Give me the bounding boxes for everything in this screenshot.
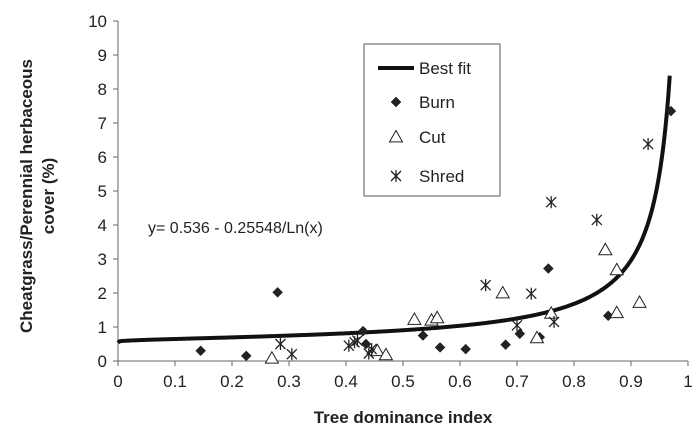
- series-cut: [264, 242, 647, 364]
- x-tick-label: 0.7: [505, 372, 529, 391]
- shred-point: [343, 339, 355, 352]
- burn-point: [417, 330, 429, 341]
- y-tick-label: 7: [98, 114, 107, 133]
- x-axis-title: Tree dominance index: [314, 408, 493, 427]
- burn-point: [357, 325, 369, 337]
- shred-point: [274, 338, 286, 350]
- cut-point: [529, 330, 545, 344]
- burn-point: [500, 339, 511, 351]
- shred-point: [351, 334, 363, 347]
- y-tick-label: 1: [98, 318, 107, 337]
- x-tick-label: 0.8: [562, 372, 586, 391]
- cut-point: [609, 262, 625, 276]
- x-tick-labels: 0 0.1 0.2 0.3 0.4 0.5 0.6 0.7 0.8 0.9 1: [113, 372, 692, 391]
- fit-equation-annotation: y= 0.536 - 0.25548/Ln(x): [148, 220, 323, 237]
- y-tick-label: 0: [98, 352, 107, 371]
- cut-point: [407, 312, 422, 325]
- x-tick-label: 0.6: [448, 372, 472, 391]
- cut-point: [609, 305, 625, 319]
- legend-label-shred: Shred: [419, 167, 464, 186]
- y-axis-title-line-1: Cheatgrass/Perennial herbaceous: [17, 59, 36, 333]
- burn-point: [665, 105, 677, 117]
- legend-label-cut: Cut: [419, 128, 446, 147]
- y-axis-title-line-2: cover (%): [39, 158, 58, 235]
- y-tick-label: 3: [98, 250, 107, 269]
- data-points: [195, 105, 677, 364]
- shred-point: [480, 279, 492, 292]
- legend-marker-shred: [390, 170, 402, 182]
- y-axis-title: Cheatgrass/Perennial herbaceous cover (%…: [17, 59, 58, 333]
- y-tick-label: 4: [98, 216, 107, 235]
- burn-point: [460, 343, 472, 355]
- legend-label-best-fit: Best fit: [419, 59, 471, 78]
- x-tick-label: 0.2: [220, 372, 244, 391]
- x-tick-label: 0.5: [391, 372, 415, 391]
- cut-point: [264, 350, 280, 364]
- legend-marker-cut: [388, 129, 404, 143]
- x-tick-label: 0.9: [619, 372, 643, 391]
- y-tick-label: 5: [98, 182, 107, 201]
- shred-point: [642, 138, 654, 151]
- axes: [113, 20, 689, 366]
- series-shred: [274, 138, 654, 361]
- burn-point: [272, 286, 283, 298]
- burn-point: [240, 350, 252, 362]
- shred-point: [286, 348, 298, 361]
- shred-point: [545, 196, 557, 209]
- cut-point: [429, 310, 445, 324]
- y-tick-labels: 0 1 2 3 4 5 6 7 8 9 10: [88, 12, 107, 371]
- legend-label-burn: Burn: [419, 93, 455, 112]
- legend-marker-burn: [390, 96, 402, 108]
- y-tick-label: 2: [98, 284, 107, 303]
- x-tick-label: 0.4: [334, 372, 358, 391]
- series-burn: [195, 105, 677, 362]
- shred-point: [525, 287, 537, 300]
- cut-point: [632, 295, 647, 308]
- burn-point: [434, 342, 446, 353]
- cut-point: [369, 343, 385, 357]
- best-fit-curve: [116, 75, 672, 345]
- burn-point: [602, 310, 614, 322]
- y-tick-label: 10: [88, 12, 107, 31]
- burn-point: [195, 345, 207, 357]
- shred-point: [511, 319, 523, 332]
- shred-point: [366, 343, 378, 356]
- cut-point: [597, 242, 613, 256]
- x-tick-label: 0.3: [277, 372, 301, 391]
- x-tick-label: 0: [113, 372, 122, 391]
- x-tick-label: 1: [683, 372, 692, 391]
- x-tick-label: 0.1: [163, 372, 187, 391]
- burn-point: [542, 263, 554, 274]
- legend-markers: [388, 96, 404, 182]
- shred-point: [591, 213, 603, 226]
- y-tick-label: 8: [98, 80, 107, 99]
- best-fit-curve-group: [116, 75, 672, 345]
- cut-point: [378, 347, 394, 361]
- y-tick-label: 6: [98, 148, 107, 167]
- legend: Best fit Burn Cut Shred: [363, 43, 501, 197]
- shred-point: [548, 315, 560, 328]
- y-tick-label: 9: [98, 46, 107, 65]
- cut-point: [495, 285, 511, 299]
